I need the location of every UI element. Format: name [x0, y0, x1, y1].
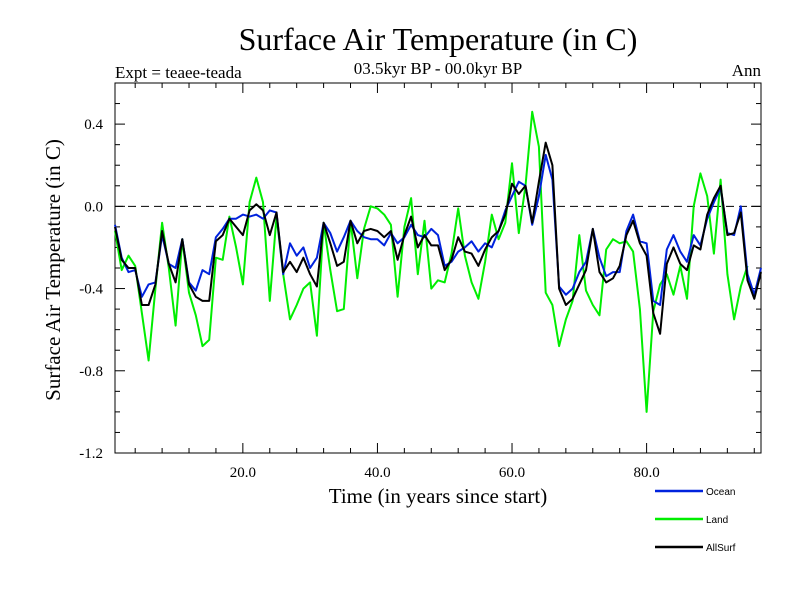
- x-axis-label: Time (in years since start): [329, 484, 548, 508]
- experiment-label: Expt = teaee-teada: [115, 63, 242, 82]
- y-tick-label: -0.4: [79, 282, 103, 298]
- legend-label-allsurf: AllSurf: [706, 543, 736, 554]
- series-line-allsurf: [114, 141, 762, 335]
- x-tick-label: 20.0: [230, 465, 256, 481]
- x-tick-label: 60.0: [499, 465, 525, 481]
- y-tick-label: 0.4: [84, 117, 103, 133]
- chart-title: Surface Air Temperature (in C): [239, 21, 638, 57]
- series-line-land: [114, 110, 749, 413]
- season-label: Ann: [732, 61, 762, 80]
- chart-subtitle: 03.5kyr BP - 00.0kyr BP: [354, 59, 522, 78]
- x-tick-label: 80.0: [633, 465, 659, 481]
- y-axis-label: Surface Air Temperature (in C): [41, 139, 65, 401]
- series-line-ocean: [114, 153, 762, 306]
- x-tick-label: 40.0: [364, 465, 390, 481]
- y-tick-label: -0.8: [79, 364, 103, 380]
- y-tick-label: 0.0: [84, 199, 103, 215]
- y-tick-label: -1.2: [79, 446, 103, 462]
- legend-label-ocean: Ocean: [706, 487, 735, 498]
- legend-label-land: Land: [706, 515, 728, 526]
